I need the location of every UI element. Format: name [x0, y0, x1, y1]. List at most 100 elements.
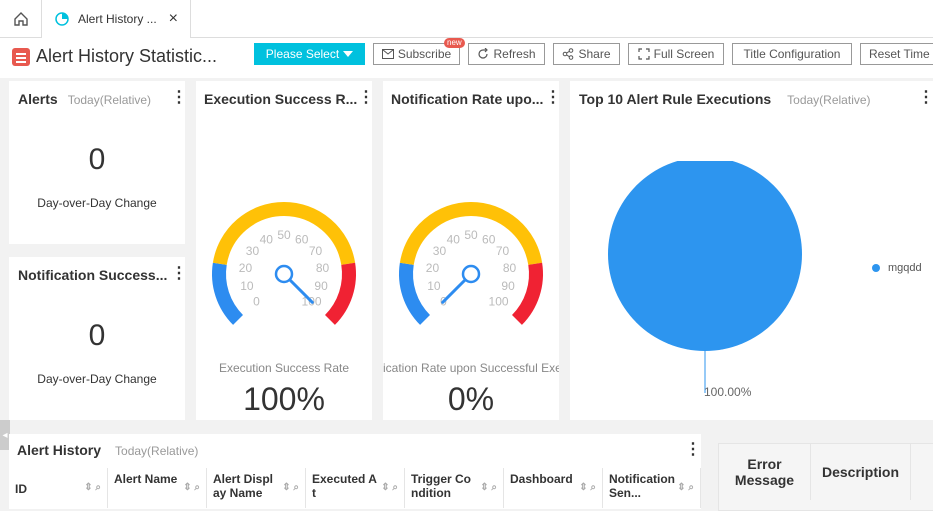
- tab-label: Alert History ...: [78, 12, 157, 26]
- title-configuration-button[interactable]: Title Configuration: [732, 43, 852, 65]
- notification-caption: Day-over-Day Change: [37, 372, 157, 386]
- share-button[interactable]: Share: [553, 43, 620, 65]
- card-title: Alerts Today(Relative): [18, 91, 151, 107]
- gauge-band-low: [399, 262, 431, 325]
- more-icon[interactable]: [171, 268, 187, 280]
- reset-time-button[interactable]: Reset Time: [860, 43, 933, 65]
- notification-gauge-label: ication Rate upon Successful Exe: [383, 361, 559, 375]
- gauge-tick-label: 70: [496, 244, 510, 258]
- gauge-band-high: [324, 262, 356, 325]
- refresh-label: Refresh: [493, 47, 536, 61]
- please-select-dropdown[interactable]: Please Select: [254, 43, 365, 65]
- column-header-alert-display-name[interactable]: Alert Display Name ⇕ ⌕: [207, 468, 306, 508]
- gauge-tick-label: 60: [482, 232, 496, 246]
- title-configuration-label: Title Configuration: [743, 47, 841, 61]
- pie-chart: [608, 161, 802, 393]
- toolbar: Alert History Statistic... Please Select…: [0, 38, 933, 78]
- column-header-label: Executed At: [312, 472, 377, 500]
- sort-search-icon[interactable]: ⇕ ⌕: [282, 482, 299, 493]
- gauge-tick-label: 80: [316, 261, 330, 275]
- tab-alert-history[interactable]: Alert History ... ×: [42, 0, 191, 38]
- sort-search-icon[interactable]: ⇕ ⌕: [480, 482, 497, 493]
- share-icon: [563, 48, 574, 60]
- mail-icon: [381, 49, 394, 59]
- notification-value: 0: [88, 319, 106, 352]
- full-screen-button[interactable]: Full Screen: [628, 43, 724, 65]
- notification-gauge-value: 0%: [447, 381, 495, 417]
- home-icon: [13, 11, 28, 26]
- column-header-description[interactable]: Description: [811, 444, 911, 500]
- home-tab[interactable]: [0, 0, 42, 37]
- execution-title: Execution Success R...: [204, 91, 358, 107]
- expand-icon: [638, 48, 650, 60]
- more-icon[interactable]: [918, 92, 933, 104]
- column-header-trigger-condition[interactable]: Trigger Condition ⇕ ⌕: [405, 468, 504, 508]
- execution-gauge-value: 100%: [243, 381, 325, 417]
- collapse-handle[interactable]: ◂: [0, 420, 10, 450]
- column-header-notification-sen[interactable]: Notification Sen... ⇕ ⌕: [603, 468, 701, 508]
- column-header-label: ID: [15, 482, 27, 496]
- gauge-tick-label: 70: [309, 244, 323, 258]
- gauge-tick-label: 10: [240, 279, 254, 293]
- more-icon[interactable]: [545, 92, 561, 104]
- column-header-label: Notification Sen...: [609, 472, 675, 500]
- column-header-label: Dashboard: [510, 472, 573, 486]
- legend-label[interactable]: mgqdd: [888, 262, 922, 274]
- card-title: Top 10 Alert Rule Executions Today(Relati…: [579, 91, 871, 107]
- notification-success-card: Notification Success... 0 Day-over-Day C…: [9, 257, 185, 420]
- gauge-hub: [274, 264, 294, 284]
- more-icon[interactable]: [171, 92, 187, 104]
- time-range-label: Today(Relative): [67, 93, 152, 107]
- refresh-icon: [478, 48, 489, 59]
- gauge-tick-label: 0: [253, 295, 260, 309]
- gauge-tick-label: 20: [239, 261, 253, 275]
- column-header-alert-name[interactable]: Alert Name ⇕ ⌕: [108, 468, 207, 508]
- card-title: Alert History Today(Relative): [17, 442, 198, 458]
- column-header-executed-at[interactable]: Executed At ⇕ ⌕: [306, 468, 405, 508]
- new-badge: new: [444, 38, 465, 48]
- execution-gauge-label: Execution Success Rate: [218, 361, 350, 375]
- refresh-button[interactable]: Refresh: [468, 43, 545, 65]
- notification-rate-card: Notification Rate upo... 010203040506070…: [383, 81, 559, 420]
- tab-bar: Alert History ... ×: [0, 0, 933, 38]
- pie-slice: [608, 161, 802, 351]
- sort-search-icon[interactable]: ⇕ ⌕: [579, 482, 596, 493]
- alerts-value: 0: [88, 143, 106, 176]
- notification-gauge: 0102030405060708090100: [399, 202, 543, 325]
- subscribe-button[interactable]: Subscribe: [373, 43, 460, 65]
- alerts-card: Alerts Today(Relative) 0 Day-over-Day Cha…: [9, 81, 185, 244]
- notification-title: Notification Success...: [18, 267, 168, 283]
- gauge-tick-label: 10: [427, 279, 441, 293]
- select-label: Please Select: [265, 47, 340, 61]
- notification-rate-title: Notification Rate upo...: [391, 91, 544, 107]
- more-icon[interactable]: [358, 92, 374, 104]
- sort-search-icon[interactable]: ⇕ ⌕: [84, 482, 101, 493]
- gauge-tick-label: 60: [295, 232, 309, 246]
- gauge-tick-label: 50: [277, 228, 291, 242]
- sort-search-icon[interactable]: ⇕ ⌕: [677, 482, 694, 493]
- gauge-tick-label: 50: [464, 228, 478, 242]
- gauge-tick-label: 20: [426, 261, 440, 275]
- close-icon[interactable]: ×: [168, 10, 178, 27]
- dashboard-icon: [55, 12, 69, 26]
- caret-down-icon: [343, 51, 354, 57]
- column-header-label: Trigger Condition: [411, 472, 472, 500]
- more-icon[interactable]: [685, 444, 701, 456]
- top10-card: Top 10 Alert Rule Executions Today(Relati…: [570, 81, 933, 420]
- column-header-id[interactable]: ID ⇕ ⌕: [9, 468, 108, 508]
- gauge-tick-label: 40: [260, 232, 274, 246]
- column-header-dashboard[interactable]: Dashboard ⇕ ⌕: [504, 468, 603, 508]
- alerts-title: Alerts: [18, 91, 58, 107]
- column-header-error-message[interactable]: Error Message: [719, 444, 811, 500]
- pie-slice-label: 100.00%: [704, 385, 752, 399]
- time-range-label: Today(Relative): [787, 93, 871, 107]
- sort-search-icon[interactable]: ⇕ ⌕: [183, 482, 200, 493]
- gauge-tick-label: 100: [489, 295, 509, 309]
- share-label: Share: [578, 47, 611, 61]
- subscribe-label: Subscribe: [397, 47, 452, 61]
- gauge-band-mid: [399, 202, 543, 266]
- alerts-caption: Day-over-Day Change: [37, 196, 157, 210]
- sort-search-icon[interactable]: ⇕ ⌕: [381, 482, 398, 493]
